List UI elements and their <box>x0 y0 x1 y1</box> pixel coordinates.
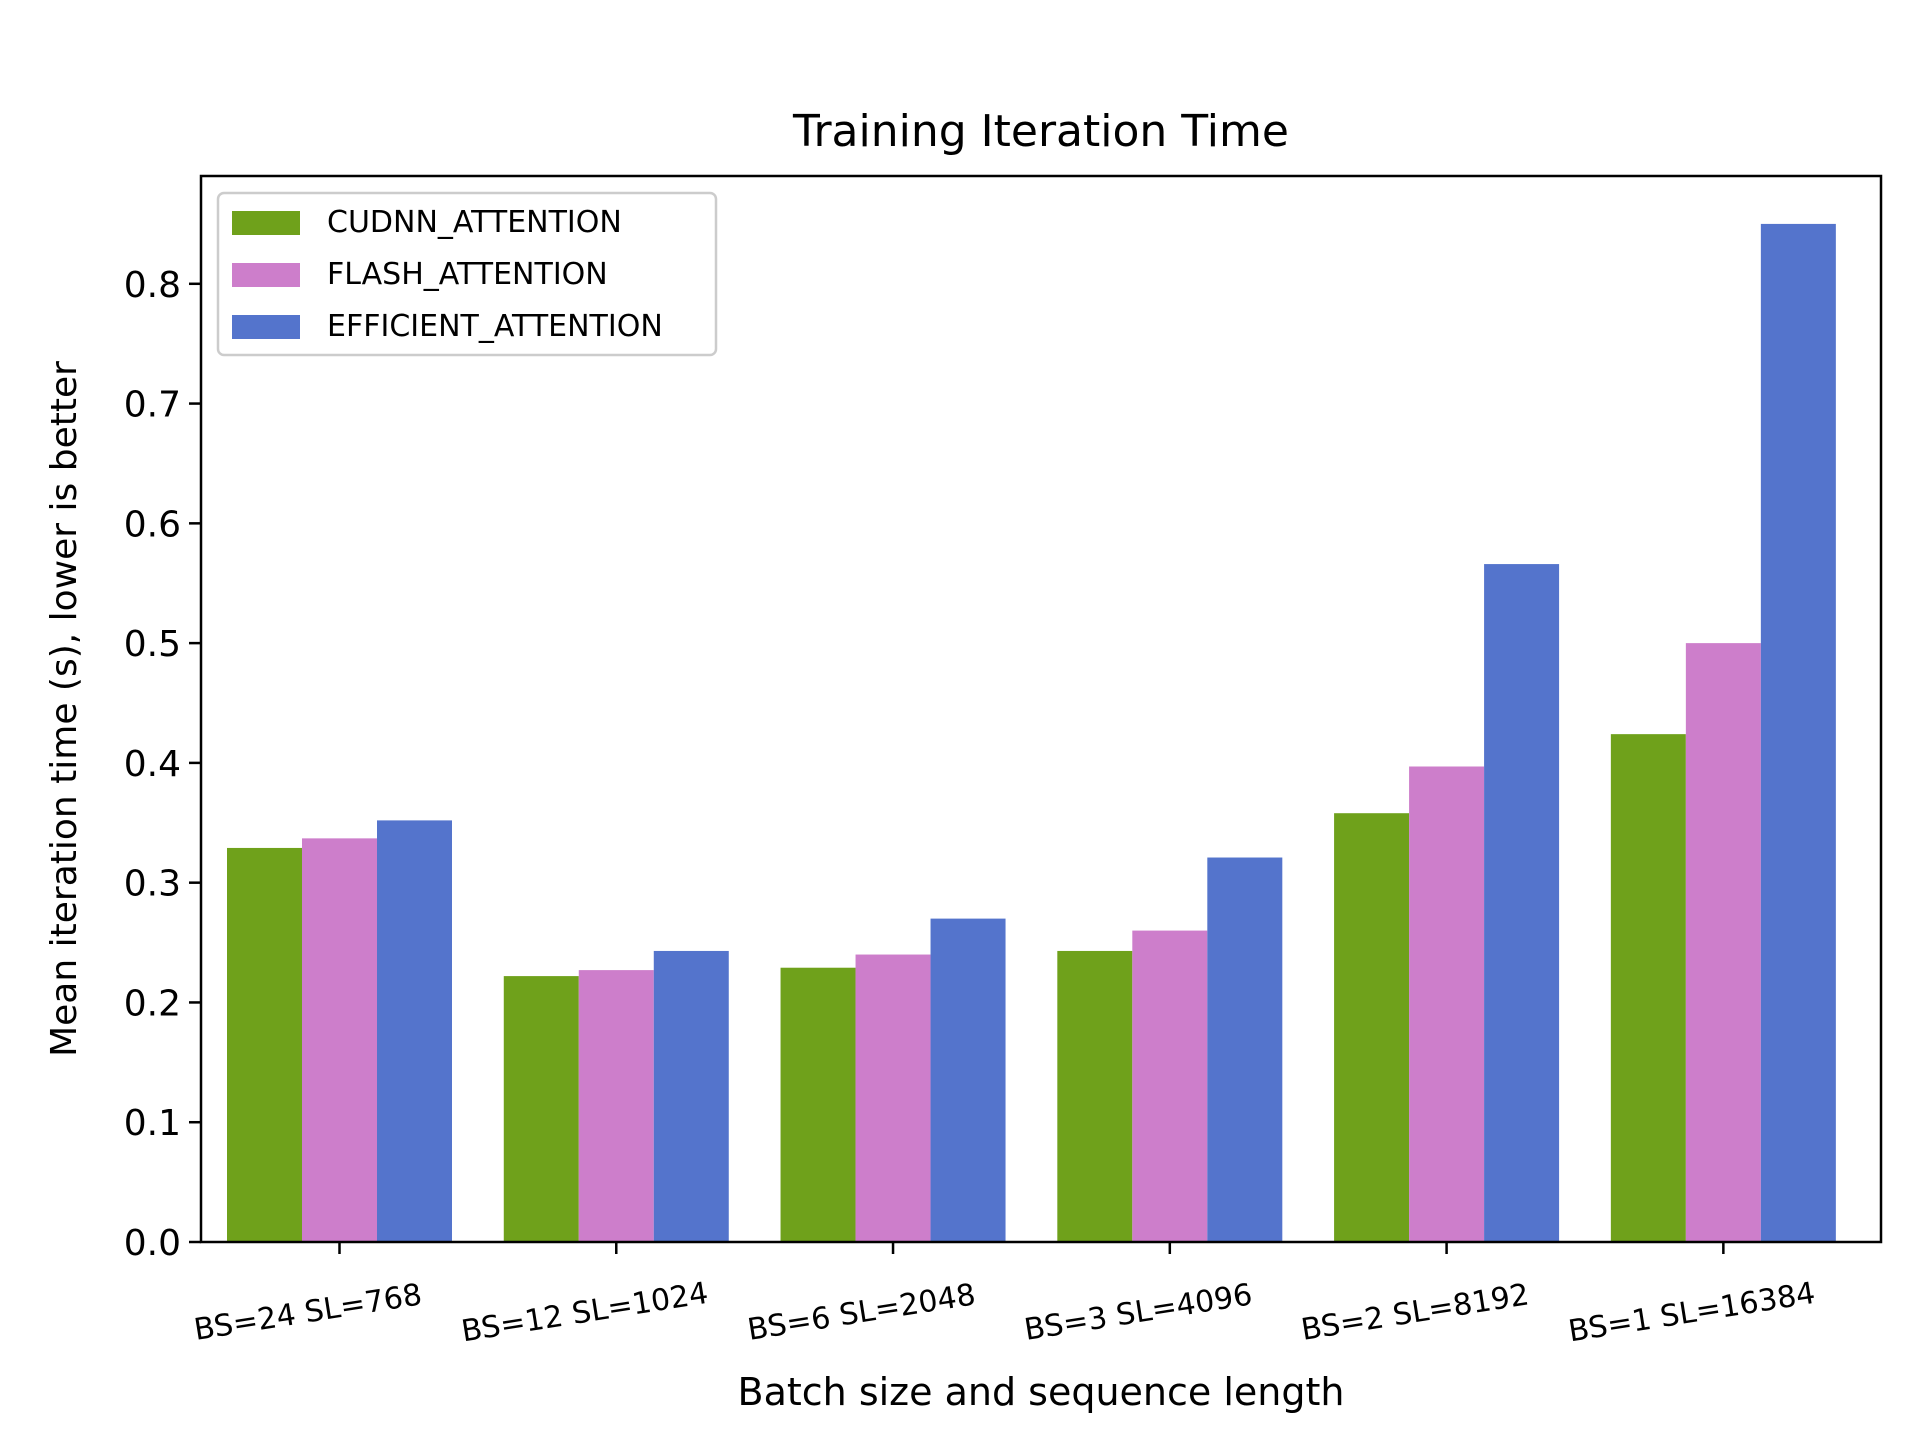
legend-box <box>216 191 718 357</box>
plot-frame <box>199 174 1883 1244</box>
y-tick-label: 0.6 <box>124 504 181 545</box>
bar-flash-attention <box>1132 930 1208 1242</box>
bar-efficient-attention <box>377 820 452 1242</box>
bar-flash-attention <box>578 970 654 1242</box>
bar-flash-attention <box>302 838 377 1242</box>
bar-cudnn-attention <box>780 967 856 1242</box>
legend-label: EFFICIENT_ATTENTION <box>327 309 663 344</box>
y-tick-label: 0.3 <box>124 864 181 905</box>
bar-flash-attention <box>1409 766 1485 1242</box>
y-tick-label: 0.7 <box>124 385 181 426</box>
legend-label: FLASH_ATTENTION <box>327 257 608 292</box>
bar-cudnn-attention <box>1610 734 1686 1242</box>
y-axis-label: Mean iteration time (s), lower is better <box>44 361 85 1057</box>
legend-swatch <box>232 211 300 235</box>
bar-cudnn-attention <box>503 976 579 1242</box>
bar-efficient-attention <box>1484 564 1560 1242</box>
bar-efficient-attention <box>653 950 729 1242</box>
y-tick-label: 0.1 <box>124 1103 181 1144</box>
bar-flash-attention <box>1685 643 1761 1242</box>
bar-cudnn-attention <box>1334 813 1410 1242</box>
chart-title: Training Iteration Time <box>792 106 1289 157</box>
bar-cudnn-attention <box>227 847 302 1242</box>
x-axis-label: Batch size and sequence length <box>738 1370 1345 1414</box>
bars-group <box>227 223 1836 1243</box>
legend-swatch <box>232 263 300 287</box>
bar-efficient-attention <box>930 918 1006 1242</box>
legend: CUDNN_ATTENTION FLASH_ATTENTION EFFICIENT_… <box>216 191 718 357</box>
legend-swatch <box>232 315 300 339</box>
y-tick-label: 0.8 <box>124 265 181 306</box>
bar-cudnn-attention <box>1057 950 1133 1242</box>
y-tick-label: 0.0 <box>124 1223 181 1264</box>
y-tick-label: 0.4 <box>124 744 181 785</box>
y-tick-label: 0.5 <box>124 624 181 665</box>
legend-label: CUDNN_ATTENTION <box>327 205 622 240</box>
bar-efficient-attention <box>1760 223 1836 1243</box>
y-tick-label: 0.2 <box>124 983 181 1024</box>
bar-efficient-attention <box>1207 857 1283 1242</box>
y-axis-ticks: 0.0 0.1 0.2 0.3 0.4 0.5 0.6 0.7 0.8 <box>124 265 201 1264</box>
bar-flash-attention <box>855 954 931 1242</box>
